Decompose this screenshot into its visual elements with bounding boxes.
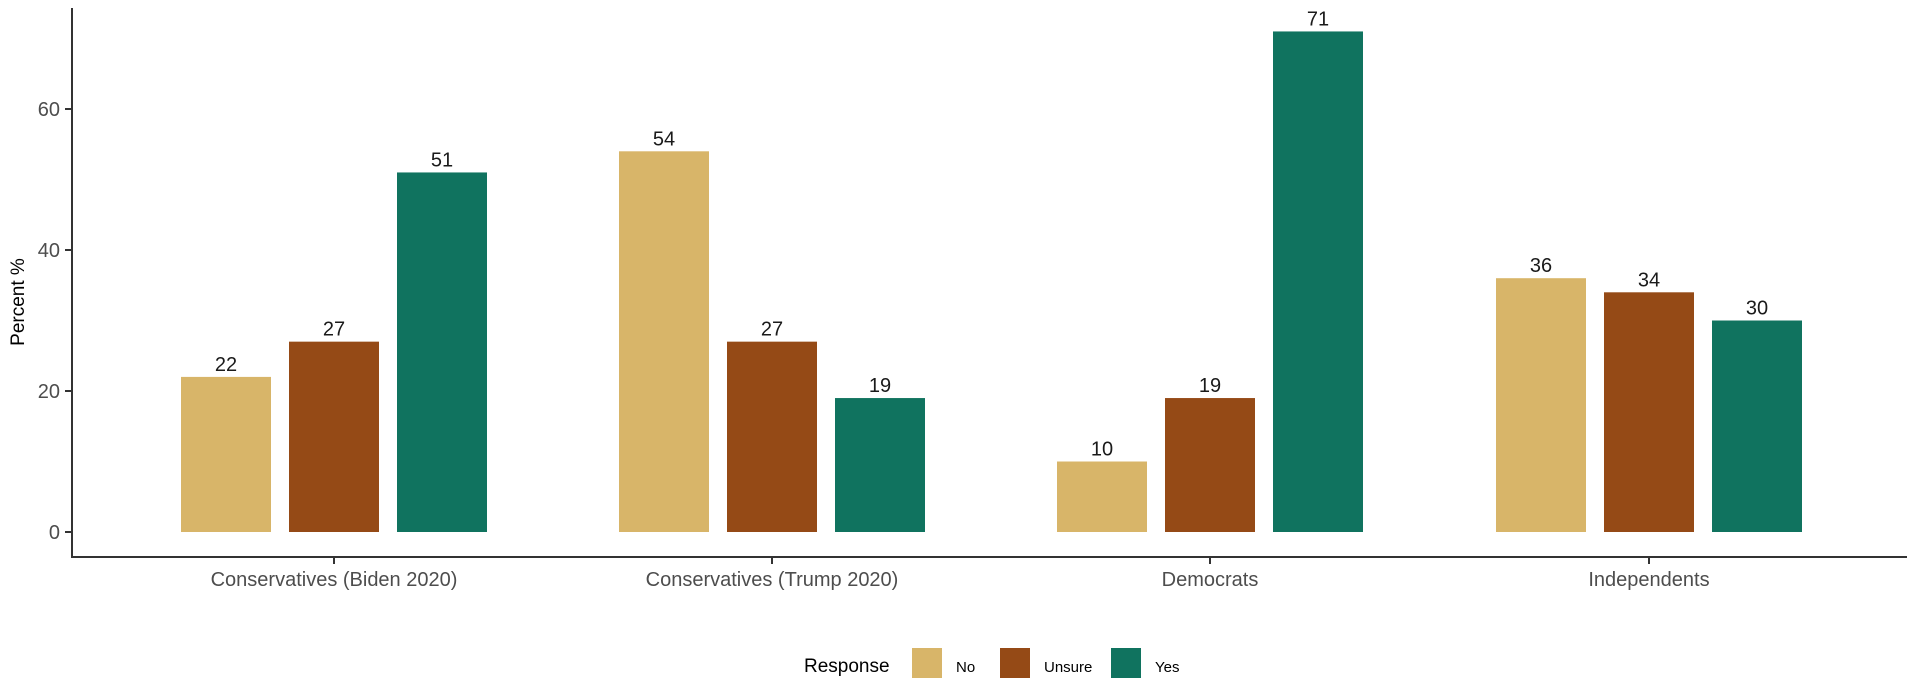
bar-yes-1 <box>397 172 487 532</box>
bar-yes-3 <box>1273 31 1363 532</box>
data-label-yes-4: 30 <box>1746 298 1768 320</box>
data-label-no-4: 36 <box>1530 255 1552 277</box>
y-axis-label: Percent % <box>8 258 29 346</box>
data-labels-layer: 22 27 51 54 27 19 10 19 71 36 34 30 <box>215 8 1768 460</box>
x-tick-label: Democrats <box>1162 569 1259 591</box>
legend-swatch-unsure <box>1000 648 1030 678</box>
bars-layer <box>181 31 1802 533</box>
legend-label-no: No <box>956 659 975 676</box>
bar-no-4 <box>1496 278 1586 532</box>
bar-unsure-1 <box>289 341 379 532</box>
data-label-unsure-1: 27 <box>323 319 345 341</box>
legend-label-unsure: Unsure <box>1044 659 1092 676</box>
y-tick-label: 20 <box>38 381 60 403</box>
legend: Response No Unsure Yes <box>804 648 1179 678</box>
x-tick-label: Conservatives (Trump 2020) <box>646 569 899 591</box>
bar-yes-4 <box>1712 320 1802 532</box>
data-label-unsure-4: 34 <box>1638 269 1660 291</box>
data-label-unsure-2: 27 <box>761 319 783 341</box>
bar-yes-2 <box>835 398 925 532</box>
bar-no-3 <box>1057 461 1147 532</box>
data-label-no-3: 10 <box>1091 439 1113 461</box>
data-label-no-1: 22 <box>215 354 237 376</box>
bar-no-1 <box>181 376 271 532</box>
legend-swatch-no <box>912 648 942 678</box>
y-ticks-layer: 0 20 40 60 <box>38 99 72 544</box>
x-tick-label: Conservatives (Biden 2020) <box>211 569 458 591</box>
bar-unsure-2 <box>727 341 817 532</box>
legend-label-yes: Yes <box>1155 659 1179 676</box>
bar-unsure-4 <box>1604 292 1694 532</box>
data-label-yes-1: 51 <box>431 149 453 171</box>
legend-title: Response <box>804 656 890 677</box>
bar-unsure-3 <box>1165 398 1255 532</box>
data-label-yes-2: 19 <box>869 375 891 397</box>
x-tick-label: Independents <box>1588 569 1709 591</box>
y-tick-label: 0 <box>49 522 60 544</box>
y-tick-label: 60 <box>38 99 60 121</box>
x-ticks-layer: Conservatives (Biden 2020) Conservatives … <box>211 557 1710 591</box>
data-label-no-2: 54 <box>653 128 675 150</box>
data-label-unsure-3: 19 <box>1199 375 1221 397</box>
bar-no-2 <box>619 151 709 533</box>
legend-swatch-yes <box>1111 648 1141 678</box>
data-label-yes-3: 71 <box>1307 8 1329 30</box>
y-tick-label: 40 <box>38 240 60 262</box>
